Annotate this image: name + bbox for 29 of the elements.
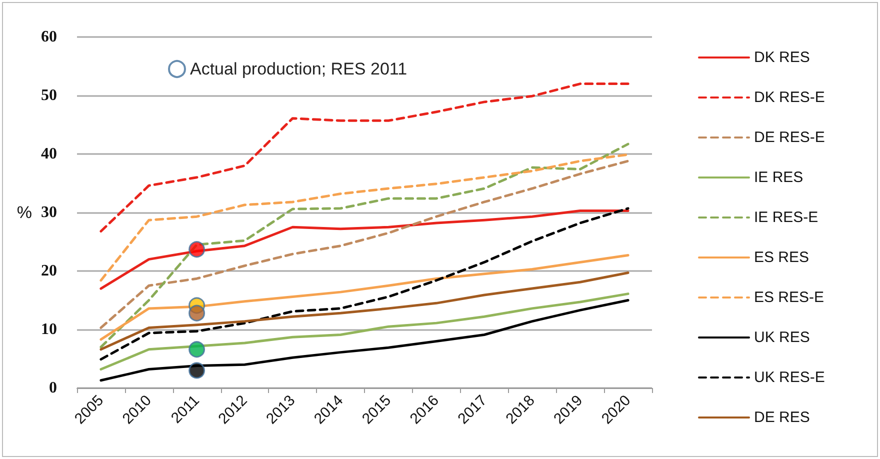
line-series [100,153,630,282]
legend-label: UK RES-E [754,369,825,386]
line-series [100,254,630,341]
legend-label: ES RES-E [754,289,824,306]
legend-label: UK RES [754,329,810,346]
y-tick-label: 50 [41,87,57,104]
legend-label: IE RES [754,169,804,186]
y-tick-label: 0 [49,380,57,396]
y-tick-label: 20 [41,262,57,280]
legend-label: DE RES [754,409,810,426]
legend-label: DE RES-E [754,129,825,146]
y-tick-label: 10 [41,321,57,338]
legend-label: Actual production; RES 2011 [190,60,408,78]
line-series [100,209,630,290]
line-series [100,299,630,382]
line-series [100,272,630,351]
line-series [100,292,630,371]
line-series [100,82,630,232]
legend-label: IE RES-E [754,209,818,226]
line-series [100,207,630,361]
y-axis-title: % [16,203,32,222]
legend-label: DK RES-E [754,89,825,106]
legend-label: DK RES [754,49,810,66]
line-series [100,142,630,348]
line-series [100,160,630,329]
legend-label: ES RES [754,249,810,266]
y-tick-label: 60 [41,28,57,46]
y-tick-label: 30 [41,204,57,221]
y-tick-label: 40 [41,146,57,162]
